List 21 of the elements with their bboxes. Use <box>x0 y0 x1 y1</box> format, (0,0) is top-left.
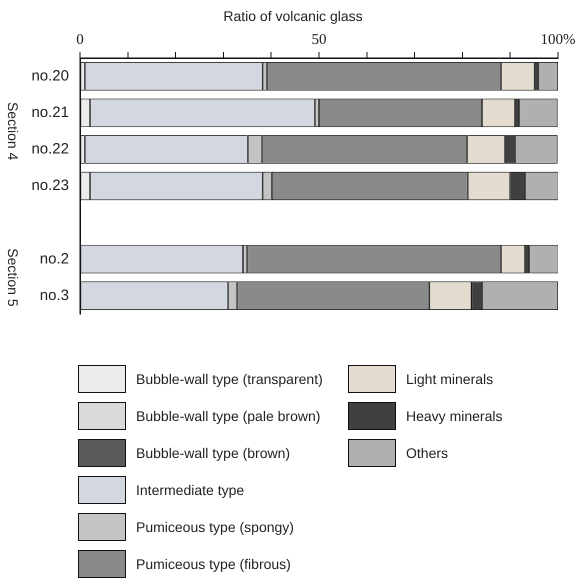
text: Section 4 <box>5 102 22 161</box>
y-tick-label: no.22 <box>31 140 69 158</box>
legend-label: Intermediate type <box>136 482 244 498</box>
legend-label: Bubble-wall type (pale brown) <box>136 408 320 424</box>
x-tick-label: 100% <box>540 32 576 48</box>
legend-label: Pumiceous type (fibrous) <box>136 556 291 572</box>
text: Section 5 <box>5 248 22 307</box>
x-axis-title: Ratio of volcanic glass <box>222 8 364 24</box>
legend-label: Heavy minerals <box>406 408 502 424</box>
legend-label: Bubble-wall type (transparent) <box>136 370 323 386</box>
y-tick-label: no.2 <box>40 250 69 268</box>
legend-label: Light minerals <box>406 370 494 386</box>
legend-label: Others <box>406 444 448 460</box>
y-tick-label: no.21 <box>31 104 69 121</box>
y-tick-label: no.23 <box>31 177 69 194</box>
y-tick-label: no.20 <box>31 67 69 84</box>
x-tick-label: 50 <box>312 32 326 48</box>
y-tick-label: no.3 <box>40 286 69 304</box>
x-tick-label: 0 <box>76 32 84 48</box>
legend-label: Bubble-wall type (brown) <box>136 444 290 460</box>
legend-label: Pumiceous type (spongy) <box>136 518 294 534</box>
